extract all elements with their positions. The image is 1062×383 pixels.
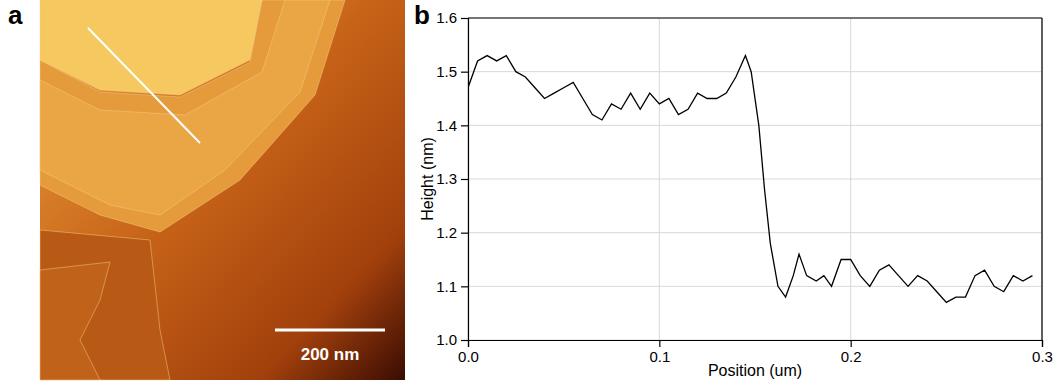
y-tick: 1.2 — [436, 224, 468, 241]
x-tick: 0.0 — [458, 340, 479, 365]
x-tick: 0.1 — [649, 340, 670, 365]
terrace-middle-inner — [40, 0, 330, 215]
grid-line-y — [468, 71, 1042, 72]
afm-background — [40, 0, 405, 380]
plot-area — [468, 56, 1032, 303]
y-tick-label: 1.0 — [436, 331, 457, 348]
y-tick-mark — [461, 72, 468, 73]
y-tick-mark — [461, 179, 468, 180]
y-tick-label: 1.5 — [436, 63, 457, 80]
afm-image — [40, 0, 405, 380]
grid-line-y — [468, 18, 1042, 19]
terrace-lower-left — [40, 262, 110, 380]
y-tick: 1.5 — [436, 63, 468, 80]
y-tick-label: 1.1 — [436, 278, 457, 295]
x-tick-mark — [1042, 340, 1043, 347]
scale-bar — [275, 329, 385, 332]
x-tick: 0.3 — [1032, 340, 1053, 365]
x-tick-mark — [659, 340, 660, 347]
y-axis: 1.0 1.1 1.2 1.3 1.4 1.5 1.6 — [436, 9, 468, 348]
x-tick-label: 0.1 — [649, 348, 670, 365]
y-tick-mark — [461, 233, 468, 234]
y-tick-label: 1.3 — [436, 170, 457, 187]
x-axis: 0.0 0.1 0.2 0.3 — [458, 340, 1053, 365]
y-tick-label: 1.6 — [436, 9, 457, 26]
x-tick: 0.2 — [841, 340, 862, 365]
y-tick-mark — [461, 340, 468, 341]
y-tick: 1.6 — [436, 9, 468, 26]
y-axis-line — [461, 19, 469, 341]
frame-top — [468, 17, 1042, 18]
y-axis-title: Height (nm) — [419, 137, 436, 221]
terrace-left — [40, 230, 170, 380]
y-tick-mark — [461, 18, 468, 19]
y-tick: 1.3 — [436, 170, 468, 187]
y-tick: 1.4 — [436, 117, 468, 134]
panel-letter: b — [414, 0, 430, 30]
terrace-top — [40, 0, 262, 95]
grid — [468, 18, 1042, 340]
x-tick-label: 0.0 — [458, 348, 479, 365]
y-tick-mark — [461, 125, 468, 126]
grid-line-y — [468, 286, 1042, 287]
profile-line — [468, 56, 1032, 303]
y-tick: 1.0 — [436, 331, 468, 348]
y-tick: 1.1 — [436, 278, 468, 295]
x-tick-mark — [851, 340, 852, 347]
profile-line — [88, 28, 200, 143]
grid-line-y — [468, 125, 1042, 126]
y-tick-label: 1.2 — [436, 224, 457, 241]
grid-line-x — [1042, 18, 1043, 340]
frame-right — [1041, 18, 1042, 340]
y-tick-label: 1.4 — [436, 117, 457, 134]
scale-bar-label: 200 nm — [301, 345, 360, 364]
y-tick-mark — [461, 286, 468, 287]
x-axis-title: Position (um) — [708, 362, 802, 379]
grid-line-y — [468, 232, 1042, 233]
x-tick-label: 0.3 — [1032, 348, 1053, 365]
x-tick-label: 0.2 — [841, 348, 862, 365]
grid-line-y — [468, 179, 1042, 180]
x-axis-line — [469, 341, 1043, 348]
terrace-middle — [40, 0, 345, 232]
panel-letter: a — [8, 0, 23, 30]
